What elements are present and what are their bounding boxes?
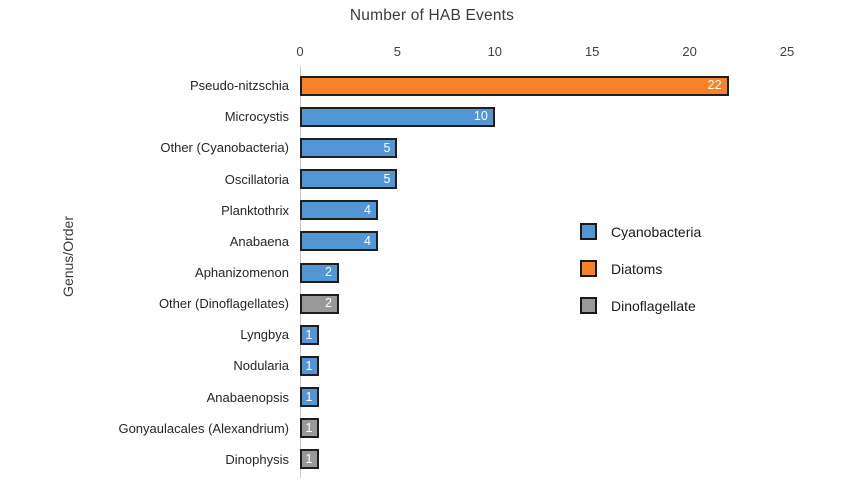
bar-dinoflagellate: 1 [300, 449, 320, 470]
legend-label: Cyanobacteria [611, 223, 702, 240]
category-label: Microcystis [224, 109, 289, 125]
bar-track: 22 [300, 75, 787, 96]
bar-row: Other (Dinoflagellates) 2 [0, 288, 787, 319]
bar-value-label: 1 [305, 452, 313, 467]
bar-value-label: 10 [473, 109, 488, 124]
category-label: Oscillatoria [224, 171, 289, 187]
x-tick-label: 5 [393, 44, 402, 59]
bar-row: Gonyaulacales (Alexandrium) 1 [0, 413, 787, 444]
category-label: Other (Dinoflagellates) [158, 296, 289, 312]
bar-value-label: 1 [305, 421, 313, 436]
x-tick-label: 0 [296, 44, 304, 59]
chart-title: Number of HAB Events [349, 7, 515, 24]
bar-track: 10 [300, 106, 787, 127]
bar-track: 5 [300, 137, 787, 158]
bar-row: Pseudo-nitzschia 22 [0, 70, 787, 101]
x-tick-label: 25 [779, 44, 795, 59]
bar-row: Other (Cyanobacteria) 5 [0, 132, 787, 163]
bar-diatoms: 22 [300, 75, 729, 96]
bar-cyanobacteria: 1 [300, 387, 320, 408]
legend-swatch-icon [580, 297, 597, 314]
bar-row: Microcystis 10 [0, 101, 787, 132]
x-axis-ticks: 0 5 10 15 20 25 [296, 44, 794, 60]
legend-label: Dinoflagellate [611, 297, 696, 314]
bar-value-label: 5 [383, 140, 391, 155]
bar-track: 4 [300, 200, 787, 221]
bar-track: 1 [300, 324, 787, 345]
legend-item: Cyanobacteria [580, 223, 701, 240]
x-tick-label: 15 [584, 44, 600, 59]
category-label: Lyngbya [240, 327, 289, 343]
x-tick-label: 10 [487, 44, 503, 59]
bar-value-label: 1 [305, 389, 313, 404]
bar-cyanobacteria: 10 [300, 106, 495, 127]
legend: Cyanobacteria Diatoms Dinoflagellate [580, 223, 701, 334]
bar-row: Aphanizomenon 2 [0, 257, 787, 288]
bar-track: 2 [300, 293, 787, 314]
bar-cyanobacteria: 2 [300, 262, 339, 283]
bar-row: Nodularia 1 [0, 350, 787, 381]
bar-dinoflagellate: 1 [300, 418, 320, 439]
category-label: Nodularia [233, 358, 289, 374]
category-label: Other (Cyanobacteria) [160, 140, 289, 156]
bar-track: 1 [300, 418, 787, 439]
bar-value-label: 22 [707, 78, 722, 93]
category-label: Dinophysis [225, 451, 289, 467]
bar-track: 1 [300, 355, 787, 376]
bar-dinoflagellate: 2 [300, 293, 339, 314]
legend-item: Dinoflagellate [580, 297, 701, 314]
bar-track: 5 [300, 169, 787, 190]
legend-label: Diatoms [611, 260, 663, 277]
legend-swatch-icon [580, 260, 597, 277]
legend-item: Diatoms [580, 260, 701, 277]
bar-row: Oscillatoria 5 [0, 163, 787, 194]
bar-row: Planktothrix 4 [0, 195, 787, 226]
bar-row: Anabaena 4 [0, 226, 787, 257]
bar-value-label: 4 [363, 234, 371, 249]
category-label: Gonyaulacales (Alexandrium) [118, 420, 289, 436]
bar-value-label: 5 [383, 171, 391, 186]
bar-cyanobacteria: 5 [300, 137, 398, 158]
category-label: Aphanizomenon [195, 265, 289, 281]
x-tick-label: 20 [682, 44, 697, 59]
bar-track: 1 [300, 449, 787, 470]
bar-value-label: 1 [305, 327, 313, 342]
category-label: Planktothrix [221, 202, 289, 218]
bar-cyanobacteria: 4 [300, 231, 378, 252]
bar-track: 4 [300, 231, 787, 252]
bar-track: 2 [300, 262, 787, 283]
bar-value-label: 1 [305, 358, 313, 373]
bar-row: Lyngbya 1 [0, 319, 787, 350]
bar-track: 1 [300, 387, 787, 408]
bar-value-label: 2 [325, 265, 332, 280]
bar-cyanobacteria: 5 [300, 169, 398, 190]
legend-swatch-icon [580, 223, 597, 240]
category-label: Pseudo-nitzschia [190, 78, 289, 94]
bar-cyanobacteria: 1 [300, 324, 320, 345]
bar-row: Anabaenopsis 1 [0, 382, 787, 413]
category-label: Anabaenopsis [206, 389, 289, 405]
plot-area: Pseudo-nitzschia 22 Microcystis 10 Other (Cy… [0, 70, 787, 475]
bar-value-label: 2 [325, 296, 332, 311]
bar-cyanobacteria: 1 [300, 355, 320, 376]
category-label: Anabaena [229, 233, 289, 249]
bar-cyanobacteria: 4 [300, 200, 378, 221]
bar-value-label: 4 [363, 202, 371, 217]
bar-row: Dinophysis 1 [0, 444, 787, 475]
